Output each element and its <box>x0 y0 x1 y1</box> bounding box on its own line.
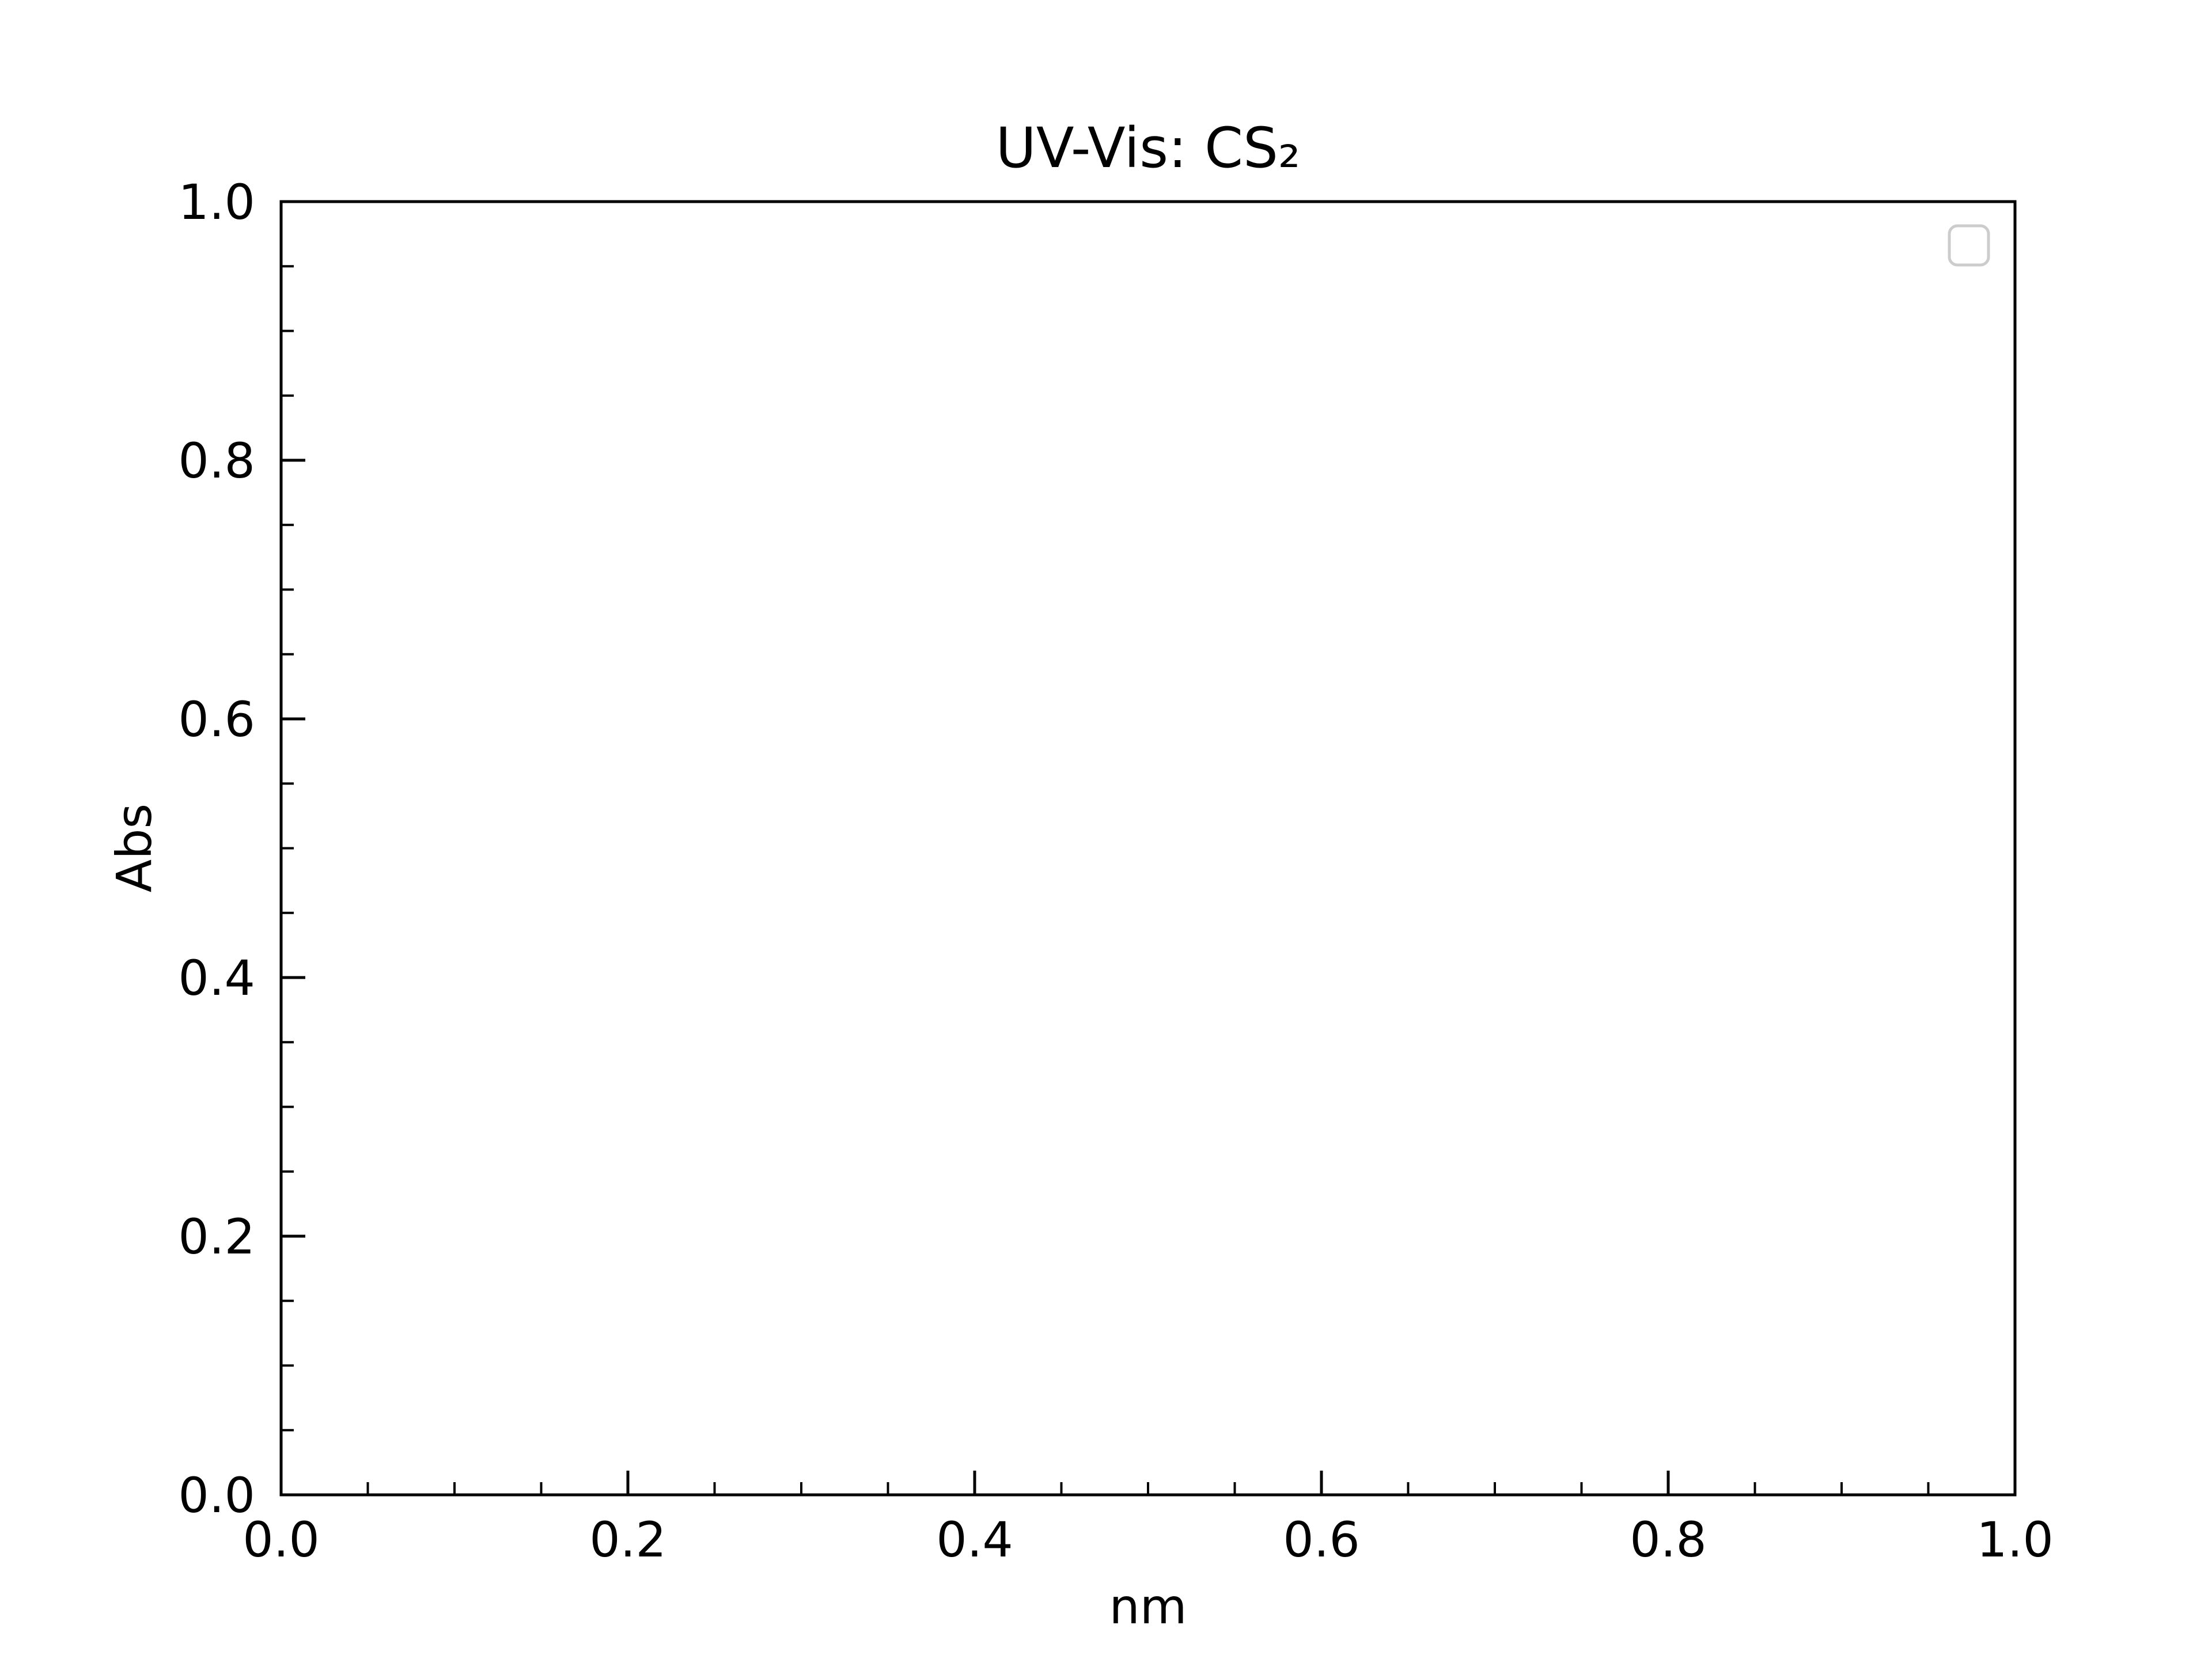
x-tick-label: 0.8 <box>1630 1512 1707 1568</box>
legend-frame <box>1948 224 1990 267</box>
plot-frame <box>279 200 2017 1497</box>
x-tick-label: 0.0 <box>243 1512 320 1568</box>
chart-title: UV-Vis: CS₂ <box>996 116 1301 180</box>
legend <box>1948 224 1990 267</box>
x-axis: 0.0 0.2 0.4 0.6 0.8 1.0 <box>243 1471 2054 1568</box>
x-tick-label: 1.0 <box>1976 1512 2054 1568</box>
x-tick-label: 0.2 <box>589 1512 666 1568</box>
plot-area <box>281 202 2015 1495</box>
y-tick-label: 0.0 <box>178 1467 255 1524</box>
plot-background <box>281 202 2015 1495</box>
x-tick-label: 0.4 <box>936 1512 1013 1568</box>
y-tick-label: 0.8 <box>178 433 255 489</box>
y-tick-label: 1.0 <box>178 174 255 230</box>
x-tick-label: 0.6 <box>1283 1512 1360 1568</box>
y-tick-label: 0.2 <box>178 1209 255 1265</box>
y-axis: 0.0 0.2 0.4 0.6 0.8 1.0 <box>178 174 305 1524</box>
y-axis-label: Abs <box>106 804 162 893</box>
x-axis-label: nm <box>1109 1578 1187 1635</box>
y-tick-label: 0.6 <box>178 691 255 748</box>
y-tick-label: 0.4 <box>178 950 255 1006</box>
